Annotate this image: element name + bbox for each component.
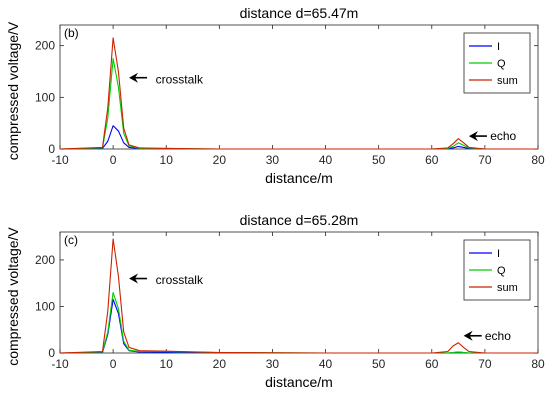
- series-line-sum: [60, 238, 538, 353]
- x-tick-label: 0: [110, 357, 117, 371]
- x-tick-label: 20: [213, 153, 227, 167]
- annotation-arrow-head: [468, 131, 478, 142]
- chart-panel-c: (c)distance d=65.28m-10 0 10 20 30 40 50 60 70 80…: [5, 212, 545, 390]
- annotation-arrow-head: [129, 273, 139, 284]
- x-tick-label: 20: [213, 357, 227, 371]
- legend-entry: sum: [497, 75, 518, 87]
- x-tick-label: 50: [372, 153, 386, 167]
- plot-area: [59, 24, 539, 150]
- series-line-i: [60, 125, 538, 149]
- y-tick-label: 100: [35, 299, 55, 313]
- y-axis-label: compressed voltage/V: [5, 227, 21, 366]
- series-line-q: [60, 58, 538, 149]
- annotation-label: echo: [490, 129, 516, 143]
- legend-box: [463, 239, 531, 301]
- chart-title: distance d=65.28m: [240, 212, 359, 228]
- panel-label: (c): [64, 233, 78, 247]
- x-tick-label: 30: [266, 357, 280, 371]
- legend-entry: Q: [497, 58, 506, 70]
- y-tick-label: 200: [35, 253, 55, 267]
- y-tick-label: 100: [35, 90, 55, 104]
- x-tick-label: 0: [110, 153, 117, 167]
- chart-panel-b: (b)distance d=65.47m-10 0 10 20 30 40 50 60 70 80…: [5, 5, 545, 186]
- x-axis-label: distance/m: [265, 374, 333, 390]
- x-tick-label: 40: [319, 153, 333, 167]
- annotation-label: crosstalk: [156, 273, 204, 287]
- plot-area: [59, 231, 539, 354]
- x-tick-label: 30: [266, 153, 280, 167]
- annotation-arrow-head: [463, 330, 473, 341]
- y-tick-label: 0: [48, 346, 55, 360]
- x-tick-label: 70: [478, 153, 492, 167]
- x-tick-label: -10: [51, 357, 69, 371]
- legend-entry: I: [497, 41, 500, 53]
- x-tick-label: 80: [531, 153, 545, 167]
- x-tick-label: -10: [51, 153, 69, 167]
- panel-label: (b): [64, 26, 79, 40]
- x-tick-label: 50: [372, 357, 386, 371]
- x-tick-label: 70: [478, 357, 492, 371]
- x-tick-label: 10: [160, 153, 174, 167]
- annotation-label: crosstalk: [156, 72, 204, 86]
- x-tick-label: 80: [531, 357, 545, 371]
- chart-title: distance d=65.47m: [240, 5, 359, 21]
- y-tick-label: 0: [48, 142, 55, 156]
- x-tick-label: 10: [160, 357, 174, 371]
- x-tick-label: 60: [425, 357, 439, 371]
- x-axis-label: distance/m: [265, 170, 333, 186]
- x-tick-label: 40: [319, 357, 333, 371]
- annotation-label: echo: [485, 329, 511, 343]
- x-tick-label: 60: [425, 153, 439, 167]
- series-line-sum: [60, 37, 538, 149]
- y-tick-label: 200: [35, 39, 55, 53]
- legend-entry: sum: [497, 282, 518, 294]
- annotation-arrow-head: [129, 72, 139, 83]
- y-axis-label: compressed voltage/V: [5, 21, 21, 160]
- legend-entry: I: [497, 248, 500, 260]
- legend-entry: Q: [497, 265, 506, 277]
